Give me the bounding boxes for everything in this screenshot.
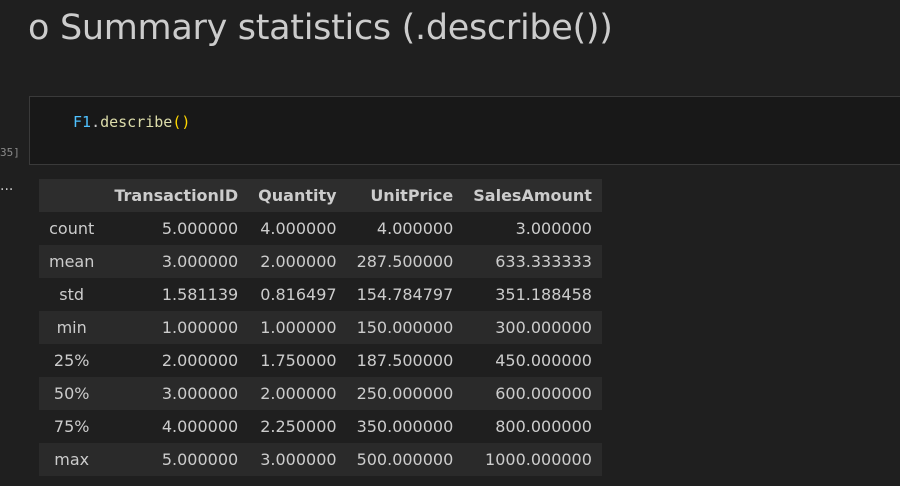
table-cell: 800.000000: [463, 410, 602, 443]
table-cell: 154.784797: [346, 278, 464, 311]
code-cell[interactable]: F1.describe(): [29, 96, 900, 165]
execution-count: 35]: [0, 146, 20, 159]
describe-output-table: TransactionID Quantity UnitPrice SalesAmoun…: [39, 179, 602, 476]
output-menu-button[interactable]: ...: [0, 178, 14, 194]
table-cell: 2.000000: [248, 377, 347, 410]
table-cell: 2.250000: [248, 410, 347, 443]
column-header: TransactionID: [104, 179, 249, 212]
row-index-label: max: [39, 443, 105, 476]
row-index-label: 50%: [39, 377, 105, 410]
code-function: describe: [100, 113, 173, 131]
table-row: max 5.000000 3.000000 500.000000 1000.000000: [39, 443, 602, 476]
row-index-label: mean: [39, 245, 105, 278]
section-heading: o Summary statistics (.describe()): [28, 8, 613, 48]
table-cell: 287.500000: [346, 245, 464, 278]
table-cell: 5.000000: [104, 443, 249, 476]
table-row: count 5.000000 4.000000 4.000000 3.000000: [39, 212, 602, 245]
table-cell: 351.188458: [463, 278, 602, 311]
table-cell: 2.000000: [248, 245, 347, 278]
column-header: Quantity: [248, 179, 347, 212]
table-row: 75% 4.000000 2.250000 350.000000 800.000000: [39, 410, 602, 443]
code-editor[interactable]: F1.describe(): [73, 113, 190, 131]
table-cell: 450.000000: [463, 344, 602, 377]
table-cell: 1.000000: [248, 311, 347, 344]
table-cell: 250.000000: [346, 377, 464, 410]
table-cell: 150.000000: [346, 311, 464, 344]
column-header: SalesAmount: [463, 179, 602, 212]
table-cell: 0.816497: [248, 278, 347, 311]
table-cell: 600.000000: [463, 377, 602, 410]
table-cell: 3.000000: [104, 245, 249, 278]
code-parens: (): [172, 113, 191, 131]
column-header: UnitPrice: [346, 179, 464, 212]
table-cell: 2.000000: [104, 344, 249, 377]
table-cell: 500.000000: [346, 443, 464, 476]
table-row: std 1.581139 0.816497 154.784797 351.188458: [39, 278, 602, 311]
table-cell: 4.000000: [346, 212, 464, 245]
table-row: mean 3.000000 2.000000 287.500000 633.333333: [39, 245, 602, 278]
table-header-row: TransactionID Quantity UnitPrice SalesAmoun…: [39, 179, 602, 212]
table-cell: 1.000000: [104, 311, 249, 344]
table-cell: 3.000000: [463, 212, 602, 245]
table-row: 50% 3.000000 2.000000 250.000000 600.000000: [39, 377, 602, 410]
table-cell: 187.500000: [346, 344, 464, 377]
table-cell: 1.750000: [248, 344, 347, 377]
table-cell: 1.581139: [104, 278, 249, 311]
table-cell: 4.000000: [248, 212, 347, 245]
table-cell: 633.333333: [463, 245, 602, 278]
code-variable: F1: [73, 113, 92, 131]
table-cell: 350.000000: [346, 410, 464, 443]
table-cell: 5.000000: [104, 212, 249, 245]
table-row: 25% 2.000000 1.750000 187.500000 450.000000: [39, 344, 602, 377]
table-cell: 1000.000000: [463, 443, 602, 476]
row-index-label: std: [39, 278, 105, 311]
row-index-label: 75%: [39, 410, 105, 443]
table-cell: 3.000000: [104, 377, 249, 410]
table-cell: 300.000000: [463, 311, 602, 344]
table-cell: 3.000000: [248, 443, 347, 476]
row-index-label: count: [39, 212, 105, 245]
table-row: min 1.000000 1.000000 150.000000 300.000000: [39, 311, 602, 344]
table-cell: 4.000000: [104, 410, 249, 443]
row-index-label: min: [39, 311, 105, 344]
code-dot: .: [91, 113, 101, 131]
row-index-label: 25%: [39, 344, 105, 377]
column-header: [39, 179, 105, 212]
